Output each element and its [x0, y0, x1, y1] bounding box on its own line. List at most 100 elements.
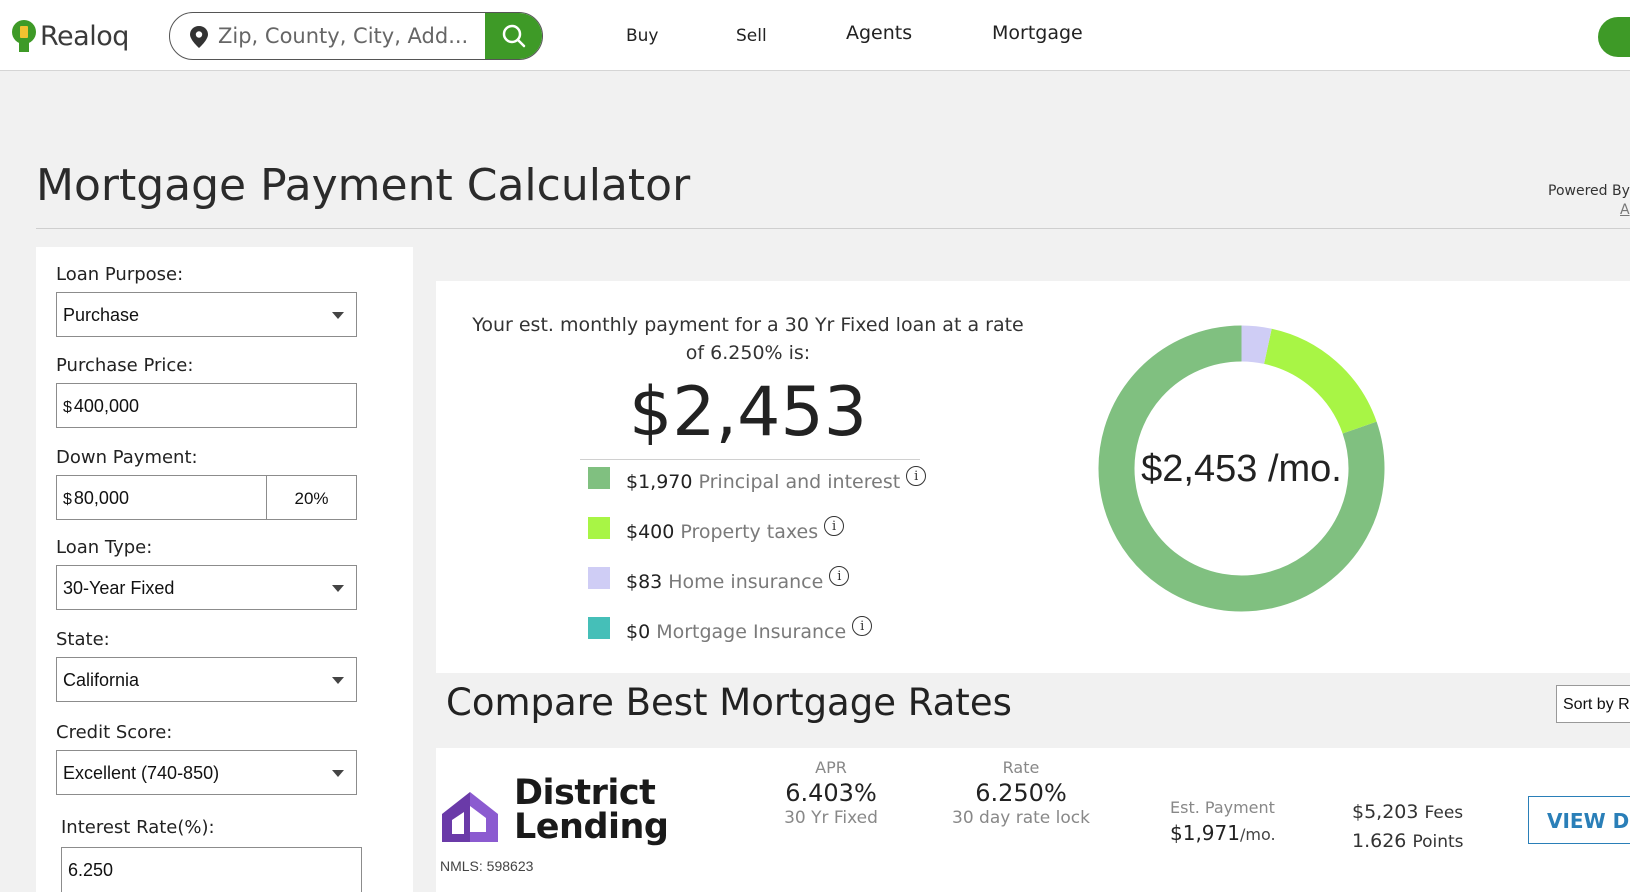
purchase-price-value: 400,000	[73, 396, 139, 416]
legend-item-principal: $1,970 Principal and interest i	[588, 466, 927, 493]
legend-item-home-insurance: $83 Home insurance i	[588, 566, 850, 593]
compare-rates-heading: Compare Best Mortgage Rates	[446, 681, 1012, 724]
interest-rate-value: 6.250	[68, 860, 114, 880]
info-icon[interactable]: i	[829, 566, 850, 586]
rate-value: 6.250%	[975, 779, 1067, 807]
currency-symbol: $	[63, 399, 72, 416]
currency-symbol: $	[63, 491, 72, 508]
lender-name-line1: District	[514, 773, 656, 813]
legend-amount: $1,970	[626, 471, 693, 493]
info-icon[interactable]: i	[906, 466, 927, 486]
donut-slice-property-taxes	[1263, 328, 1377, 434]
est-payment-amount: $1,971	[1170, 821, 1240, 845]
lender-nmls: NMLS: 598623	[440, 858, 534, 874]
down-payment-value: 80,000	[73, 488, 129, 508]
legend-label: Principal and interest	[698, 471, 901, 493]
rate-label: Rate	[1002, 758, 1040, 777]
points-row: 1.626 Points	[1352, 827, 1464, 856]
loan-type-select[interactable]: 30-Year Fixed	[56, 565, 357, 610]
points-value: 1.626	[1352, 830, 1407, 852]
state-value: California	[63, 670, 140, 690]
payment-summary-panel: Your est. monthly payment for a 30 Yr Fi…	[436, 281, 1630, 673]
realoq-logo[interactable]: Realoq	[10, 16, 129, 56]
credit-score-select[interactable]: Excellent (740-850)	[56, 750, 357, 795]
location-pin-icon	[188, 25, 210, 49]
view-details-button[interactable]: VIEW DE	[1528, 796, 1630, 844]
interest-rate-input[interactable]: 6.250	[61, 847, 362, 892]
title-divider	[36, 228, 1630, 229]
donut-slice-principal-and-interest	[1098, 325, 1385, 612]
payment-donut-chart: $2,453 /mo.	[1098, 325, 1385, 612]
legend-swatch	[588, 517, 610, 539]
est-payment-value: $1,971/mo.	[1170, 821, 1276, 845]
header-action-button[interactable]	[1598, 17, 1630, 57]
district-lending-logo	[440, 776, 660, 844]
search-button[interactable]	[485, 13, 542, 59]
est-payment-stat: Est. Payment $1,971/mo.	[1170, 798, 1276, 845]
credit-score-value: Excellent (740-850)	[63, 763, 220, 783]
apr-stat: APR 6.403% 30 Yr Fixed	[776, 758, 886, 828]
lender-card: District Lending NMLS: 598623 APR 6.403%…	[436, 748, 1630, 892]
rate-sub: 30 day rate lock	[952, 808, 1090, 828]
calculator-form: Loan Purpose: Purchase Purchase Price: $…	[36, 247, 413, 892]
state-label: State:	[56, 629, 110, 650]
credit-score-label: Credit Score:	[56, 722, 173, 743]
chevron-down-icon	[332, 585, 344, 592]
payment-divider	[580, 459, 920, 460]
lender-name: District Lending	[514, 773, 669, 847]
info-icon[interactable]: i	[824, 516, 845, 536]
donut-center-label: $2,453 /mo.	[1141, 448, 1342, 490]
down-payment-label: Down Payment:	[56, 447, 198, 468]
apr-sub: 30 Yr Fixed	[784, 808, 878, 828]
payment-intro-text: Your est. monthly payment for a 30 Yr Fi…	[472, 314, 1024, 364]
logo-text: Realoq	[40, 20, 129, 52]
legend-swatch	[588, 617, 610, 639]
points-unit: Points	[1412, 832, 1464, 852]
chevron-down-icon	[332, 770, 344, 777]
est-payment-unit: /mo.	[1239, 825, 1276, 844]
nav-agents[interactable]: Agents	[846, 22, 913, 44]
house-logo-icon	[442, 792, 498, 842]
apr-label: APR	[815, 758, 847, 777]
state-select[interactable]: California	[56, 657, 357, 702]
powered-by-link[interactable]: A	[1620, 202, 1630, 218]
lender-name-line2: Lending	[514, 807, 669, 847]
legend-amount: $400	[626, 521, 675, 543]
info-icon[interactable]: i	[852, 616, 873, 636]
apr-value: 6.403%	[785, 779, 877, 807]
nav-sell[interactable]: Sell	[736, 26, 767, 46]
legend-label: Mortgage Insurance	[656, 621, 847, 643]
monthly-payment-total: $2,453	[629, 373, 867, 452]
est-payment-label: Est. Payment	[1170, 798, 1275, 817]
logo-mark-icon	[10, 18, 38, 54]
top-header: Realoq Buy Sell Agents Mortgage	[0, 0, 1630, 71]
loan-purpose-label: Loan Purpose:	[56, 264, 184, 285]
fees-unit: Fees	[1424, 803, 1464, 823]
loan-type-label: Loan Type:	[56, 537, 153, 558]
nav-buy[interactable]: Buy	[626, 26, 659, 46]
legend-label: Property taxes	[680, 521, 819, 543]
donut-slice-home-insurance	[1241, 325, 1272, 364]
legend-amount: $83	[626, 571, 663, 593]
interest-rate-label: Interest Rate(%):	[61, 817, 215, 838]
purchase-price-label: Purchase Price:	[56, 355, 194, 376]
search-bar	[169, 12, 543, 60]
fees-value: $5,203	[1352, 801, 1419, 823]
legend-item-property-taxes: $400 Property taxes i	[588, 516, 845, 543]
down-payment-input[interactable]: $80,000	[56, 475, 267, 520]
search-icon	[502, 24, 525, 48]
down-payment-percent-input[interactable]: 20%	[266, 475, 357, 520]
loan-purpose-select[interactable]: Purchase	[56, 292, 357, 337]
loan-purpose-value: Purchase	[63, 305, 140, 325]
search-input[interactable]	[218, 19, 480, 53]
chevron-down-icon	[332, 677, 344, 684]
legend-item-mortgage-insurance: $0 Mortgage Insurance i	[588, 616, 873, 643]
nav-mortgage[interactable]: Mortgage	[992, 22, 1083, 44]
powered-by-label: Powered By	[1548, 183, 1630, 199]
purchase-price-input[interactable]: $400,000	[56, 383, 357, 428]
legend-amount: $0	[626, 621, 651, 643]
legend-swatch	[588, 467, 610, 489]
legend-swatch	[588, 567, 610, 589]
rate-stat: Rate 6.250% 30 day rate lock	[946, 758, 1096, 828]
sort-select[interactable]: Sort by R	[1556, 685, 1630, 723]
